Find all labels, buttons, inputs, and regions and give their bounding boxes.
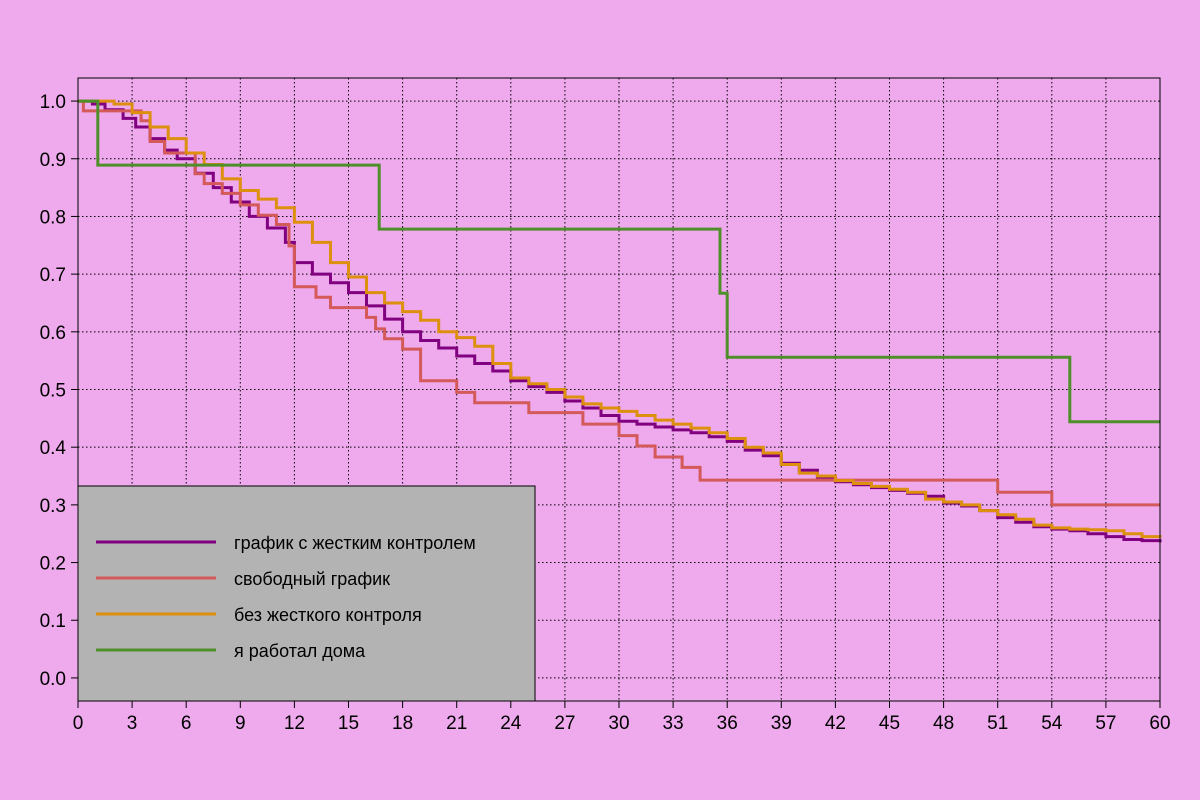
series-line-3 (78, 99, 1162, 539)
x-tick-label: 3 (127, 713, 138, 734)
legend-label-1: график с жестким контролем (234, 533, 476, 553)
x-tick-label: 30 (608, 713, 629, 734)
x-tick-label: 21 (446, 713, 467, 734)
y-tick-label: 0.9 (40, 150, 66, 171)
x-tick-label: 0 (73, 713, 84, 734)
legend-label-4: я работал дома (234, 641, 366, 661)
x-tick-label: 48 (933, 713, 954, 734)
x-tick-label: 42 (825, 713, 846, 734)
x-tick-label: 12 (284, 713, 305, 734)
y-tick-label: 0.8 (40, 207, 66, 228)
series-line-4 (78, 99, 1160, 424)
series-layer (78, 99, 1162, 543)
legend-box (77, 485, 536, 702)
x-tick-label: 51 (987, 713, 1008, 734)
x-tick-label: 18 (392, 713, 413, 734)
legend-label-3: без жесткого контроля (234, 605, 422, 625)
legend-label-2: свободный график (234, 569, 390, 589)
series-line-2 (78, 99, 1160, 507)
x-tick-label: 36 (717, 713, 738, 734)
legend: график с жестким контролем свободный граф… (77, 485, 536, 702)
y-tick-label: 0.2 (40, 554, 66, 575)
y-tick-label: 0.7 (40, 265, 66, 286)
x-tick-label: 15 (338, 713, 359, 734)
x-tick-label: 39 (771, 713, 792, 734)
x-tick-label: 60 (1149, 713, 1170, 734)
x-tick-label: 45 (879, 713, 900, 734)
x-tick-label: 54 (1041, 713, 1063, 734)
x-tick-label: 6 (181, 713, 192, 734)
y-tick-label: 1.0 (40, 92, 66, 113)
y-tick-label: 0.0 (40, 669, 66, 690)
x-tick-label: 33 (663, 713, 684, 734)
x-tick-label: 27 (554, 713, 575, 734)
y-tick-label: 0.1 (40, 611, 66, 632)
x-tick-label: 57 (1095, 713, 1116, 734)
y-tick-label: 0.3 (40, 496, 66, 517)
y-tick-label: 0.6 (40, 323, 66, 344)
y-axis: 0.0 0.1 0.2 0.3 0.4 0.5 0.6 0.7 0.8 0.9 1.0 (40, 92, 78, 690)
x-tick-label: 24 (500, 713, 522, 734)
y-tick-label: 0.5 (40, 381, 66, 402)
y-tick-label: 0.4 (40, 438, 67, 459)
x-axis: 0 3 6 9 12 15 18 21 24 27 30 33 36 39 42 45 48 51 54 57 60 (73, 701, 1171, 734)
x-tick-label: 9 (235, 713, 246, 734)
